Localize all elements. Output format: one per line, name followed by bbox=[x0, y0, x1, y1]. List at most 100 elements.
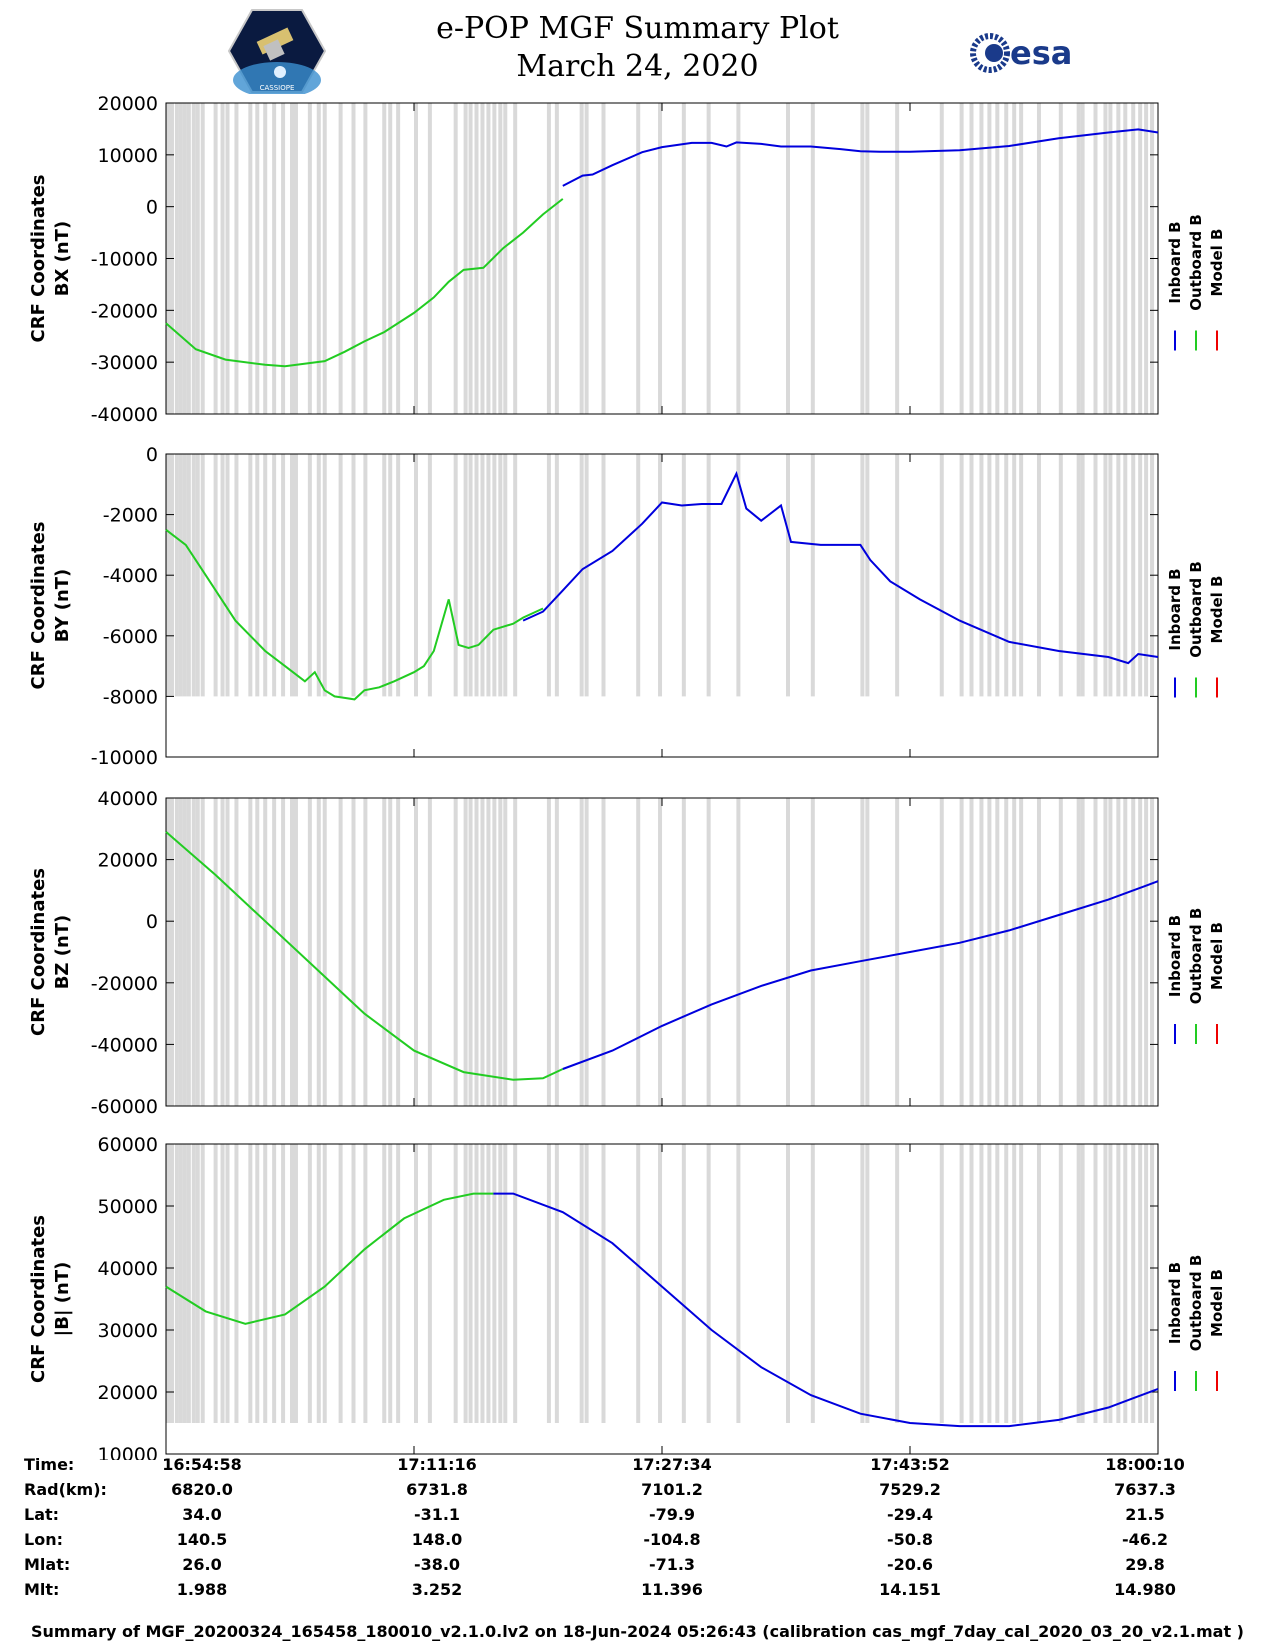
coverage-gap-bar bbox=[1058, 103, 1063, 414]
coverage-gap-bar bbox=[1093, 103, 1098, 414]
ephemeris-value: 11.396 bbox=[641, 1580, 703, 1599]
series-line-inboard-b bbox=[562, 128, 1159, 187]
coverage-gap-bar bbox=[503, 103, 508, 414]
coverage-gap-bar bbox=[468, 798, 473, 1106]
panel-2: 0 -2000 -4000 -6000 -8000 -10000 CRF Coordinat… bbox=[28, 444, 1226, 769]
coverage-gap-bar bbox=[584, 454, 589, 697]
coverage-gap-bar bbox=[895, 798, 900, 1106]
coverage-gap-bar bbox=[579, 103, 584, 414]
coverage-gap-bar bbox=[979, 454, 984, 697]
coverage-gap-bar bbox=[995, 1144, 1000, 1423]
coverage-gap-bar bbox=[554, 1144, 559, 1423]
coverage-gap-bar bbox=[1138, 798, 1143, 1106]
coverage-gap-bar bbox=[316, 103, 321, 414]
coverage-gap-bar bbox=[1080, 103, 1085, 414]
coverage-gap-bar bbox=[322, 454, 327, 697]
coverage-gap-bar bbox=[195, 1144, 200, 1423]
legend-label: Inboard B bbox=[1166, 221, 1184, 303]
coverage-gap-bar bbox=[706, 1144, 711, 1423]
coverage-gap-bar bbox=[584, 1144, 589, 1423]
coverage-gap-bar bbox=[959, 103, 964, 414]
ephemeris-row-label: Lat: bbox=[24, 1505, 60, 1524]
coverage-gap-bar bbox=[290, 798, 294, 1106]
coverage-gap-bar bbox=[995, 103, 1000, 414]
panel-4: 60000 50000 40000 30000 20000 10000 CRF Coordi… bbox=[28, 1134, 1226, 1460]
ephemeris-value: 1.988 bbox=[176, 1580, 228, 1599]
legend-label: Outboard B bbox=[1187, 214, 1205, 311]
coverage-gap-bar bbox=[414, 103, 418, 414]
coverage-gap-bar bbox=[1138, 103, 1143, 414]
coverage-gap-bar bbox=[658, 103, 663, 414]
coverage-gap-bar bbox=[307, 103, 312, 414]
coverage-gap-bar bbox=[969, 798, 974, 1106]
ephemeris-value: -71.3 bbox=[648, 1555, 696, 1574]
y-tick-label: 40000 bbox=[98, 788, 158, 810]
ephemeris-row-label: Lon: bbox=[24, 1530, 63, 1549]
coverage-gap-bar bbox=[1123, 1144, 1128, 1423]
coverage-gap-bar bbox=[1019, 1144, 1024, 1423]
coverage-gap-bar bbox=[463, 798, 468, 1106]
coverage-gap-bar bbox=[860, 454, 865, 697]
y-tick-label: -6000 bbox=[103, 626, 158, 648]
y-axis-label: CRF Coordinates bbox=[28, 1215, 49, 1383]
coverage-gap-bar bbox=[480, 1144, 485, 1423]
coverage-gap-bar bbox=[1123, 454, 1128, 697]
coverage-gap-bar bbox=[860, 103, 865, 414]
coverage-gap-bar bbox=[492, 798, 497, 1106]
coverage-gap-bar bbox=[979, 1144, 984, 1423]
coverage-gap-bar bbox=[263, 798, 268, 1106]
coverage-gap-bar bbox=[503, 798, 508, 1106]
coverage-gap-bar bbox=[681, 103, 686, 414]
panel-3: 40000 20000 0 -20000 -40000 -60000 CRF Coordin… bbox=[28, 788, 1226, 1118]
coverage-gap-bar bbox=[1036, 454, 1041, 697]
y-tick-label: -4000 bbox=[103, 565, 158, 587]
coverage-gap-bar bbox=[492, 1144, 497, 1423]
coverage-gap-bar bbox=[191, 1144, 196, 1423]
coverage-gap-bar bbox=[860, 798, 865, 1106]
coverage-gap-bar bbox=[174, 454, 179, 697]
coverage-gap-bar bbox=[396, 454, 401, 697]
coverage-gap-bar bbox=[1076, 103, 1081, 414]
coverage-gap-bar bbox=[1076, 798, 1081, 1106]
ephemeris-value: 17:43:52 bbox=[870, 1455, 950, 1474]
y-tick-label: -2000 bbox=[103, 505, 158, 527]
coverage-gap-bar bbox=[939, 1144, 944, 1423]
ephemeris-value: -38.0 bbox=[413, 1555, 461, 1574]
legend-label: Model B bbox=[1208, 1269, 1226, 1337]
coverage-gap-bar bbox=[307, 798, 312, 1106]
esa-wordmark: esa bbox=[1010, 34, 1072, 72]
coverage-gap-bar bbox=[601, 454, 606, 697]
coverage-gap-bar bbox=[225, 103, 230, 414]
coverage-gap-bar bbox=[191, 103, 196, 414]
ephemeris-value: 29.8 bbox=[1125, 1555, 1165, 1574]
coverage-gap-bar bbox=[255, 798, 260, 1106]
coverage-gap-bar bbox=[579, 1144, 584, 1423]
coverage-gap-bar bbox=[1131, 798, 1136, 1106]
coverage-gap-bar bbox=[636, 798, 641, 1106]
coverage-gap-bar bbox=[248, 1144, 253, 1423]
coverage-gap-bar bbox=[1058, 454, 1063, 697]
panel-1: 20000 10000 0 -10000 -20000 -30000 -40000 CRF C… bbox=[28, 93, 1226, 426]
legend-label: Outboard B bbox=[1187, 908, 1205, 1005]
series-line-outboard-b bbox=[165, 1192, 494, 1325]
coverage-gap-bar bbox=[601, 1144, 606, 1423]
coverage-gap-bar bbox=[396, 798, 401, 1106]
coverage-gap-bar bbox=[584, 103, 589, 414]
coverage-gap-bar bbox=[382, 1144, 387, 1423]
y-tick-label: 60000 bbox=[98, 1134, 158, 1156]
coverage-gap-bar bbox=[658, 1144, 663, 1423]
coverage-gap-bar bbox=[1093, 1144, 1098, 1423]
coverage-gap-bar bbox=[225, 798, 230, 1106]
coverage-gap-bar bbox=[338, 103, 343, 414]
coverage-gap-bar bbox=[363, 103, 368, 414]
ephemeris-value: 21.5 bbox=[1125, 1505, 1165, 1524]
coverage-gap-bar bbox=[939, 798, 944, 1106]
coverage-gap-bar bbox=[601, 103, 606, 414]
coverage-gap-bar bbox=[1019, 454, 1024, 697]
coverage-gap-bar bbox=[546, 798, 551, 1106]
ephemeris-value: 14.151 bbox=[879, 1580, 941, 1599]
coverage-gap-bar bbox=[579, 798, 584, 1106]
series-line-inboard-b bbox=[522, 470, 1159, 665]
coverage-gap-bar bbox=[636, 103, 641, 414]
ephemeris-value: -79.9 bbox=[648, 1505, 696, 1524]
